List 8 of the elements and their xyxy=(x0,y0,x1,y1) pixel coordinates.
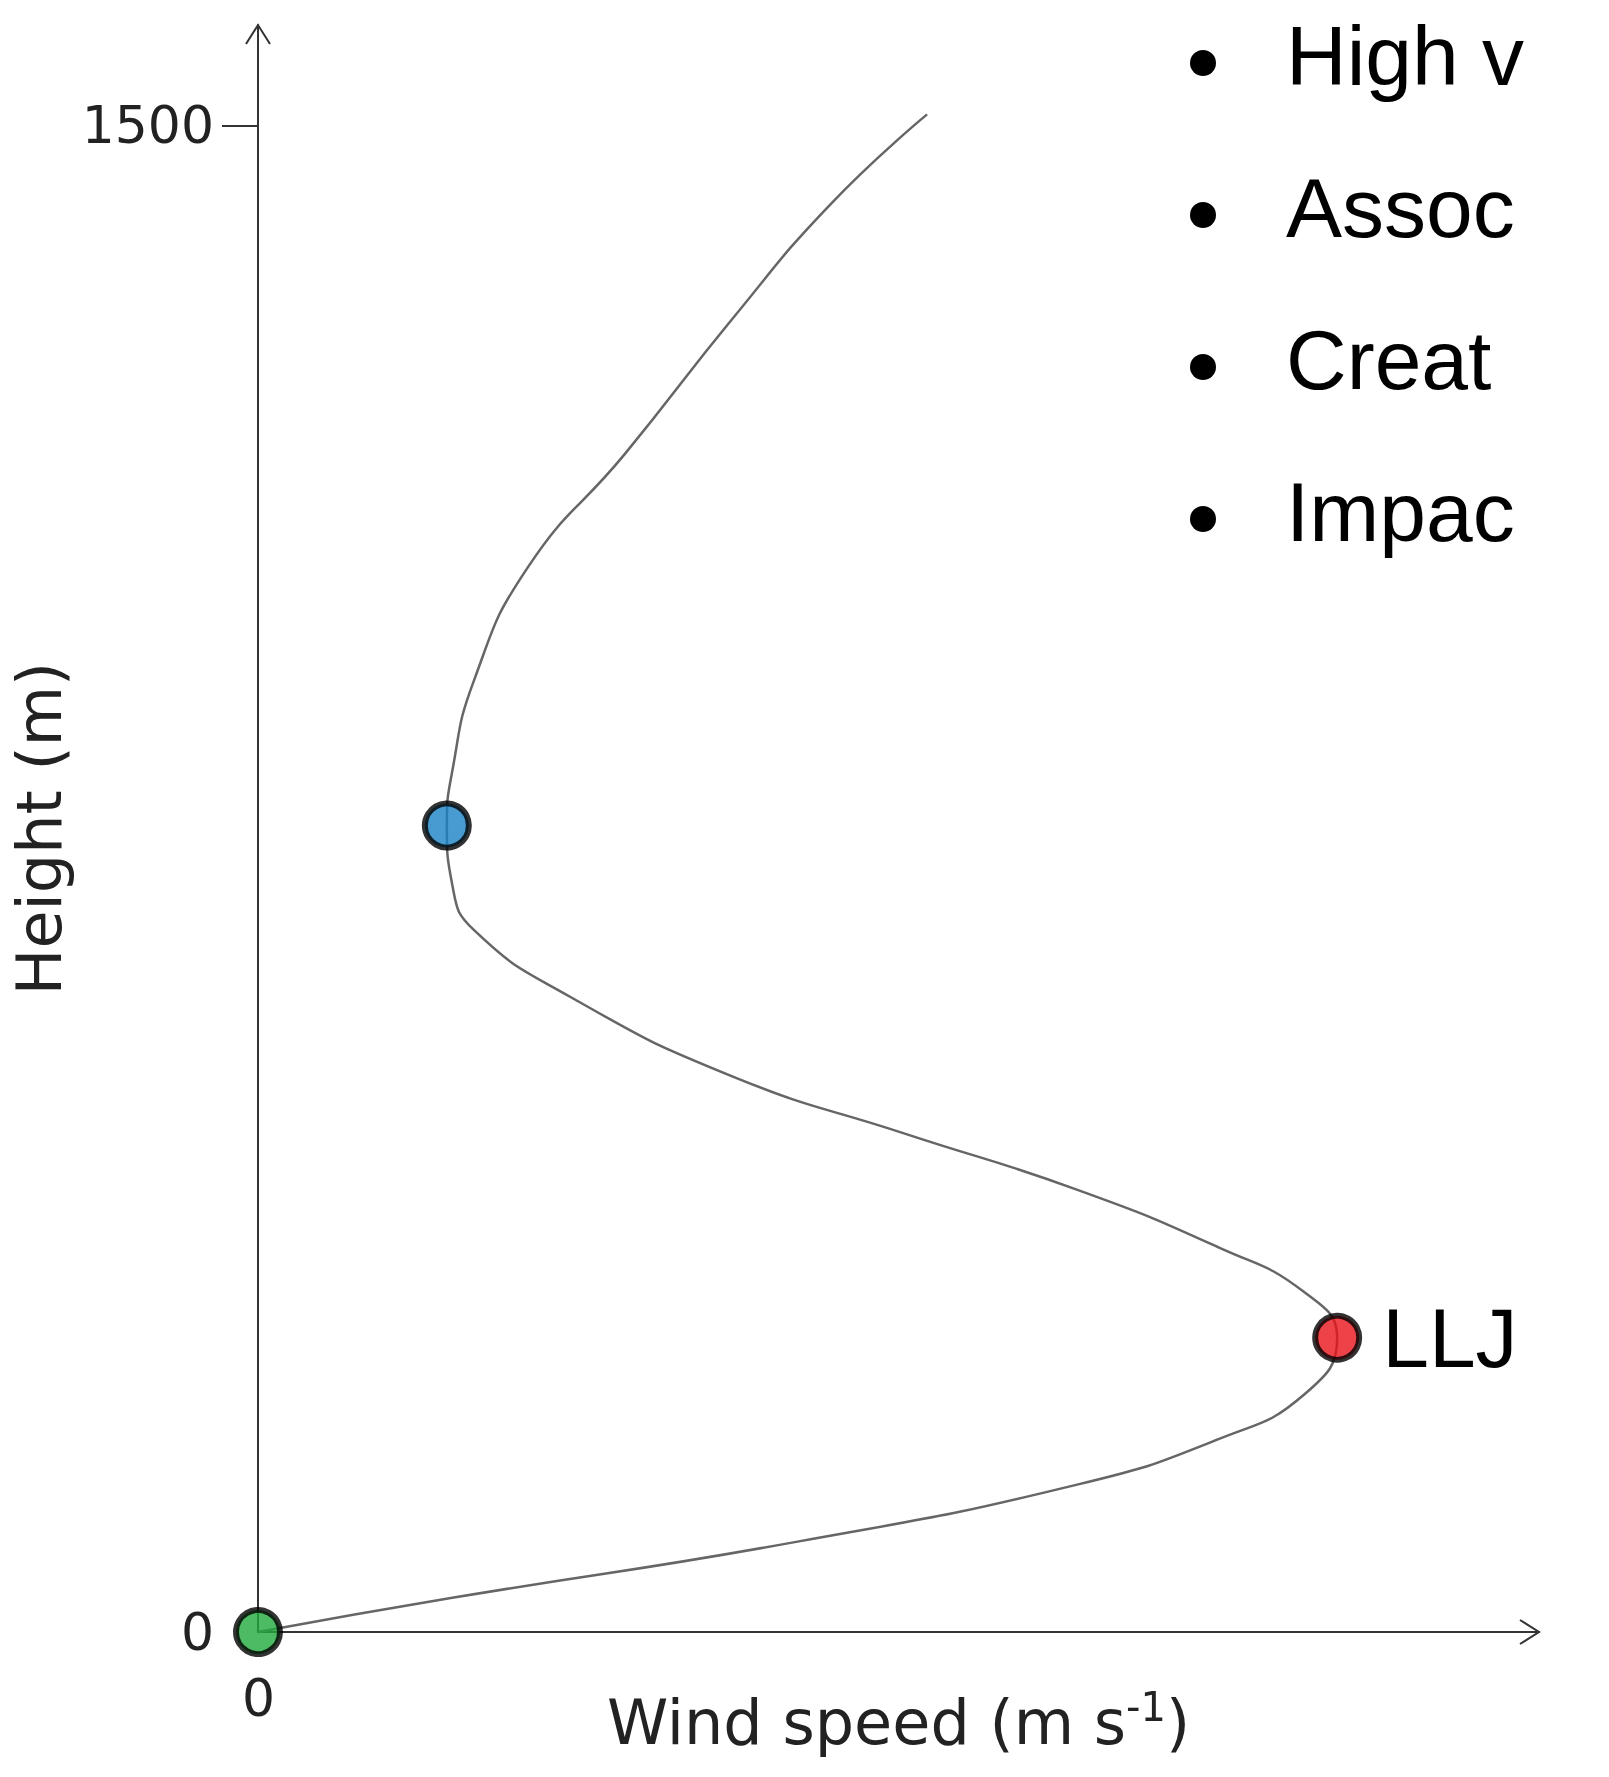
text: 0 xyxy=(242,1668,276,1728)
y-axis-title: Height (m) xyxy=(3,661,77,996)
annotation: LLJ xyxy=(1382,1290,1518,1385)
annotation: Creat xyxy=(1286,313,1492,407)
annotation: Impac xyxy=(1286,465,1515,559)
y-tick-label: 1500 xyxy=(81,95,214,156)
annotation: High v xyxy=(1286,9,1525,103)
annotation: Assoc xyxy=(1286,161,1515,255)
